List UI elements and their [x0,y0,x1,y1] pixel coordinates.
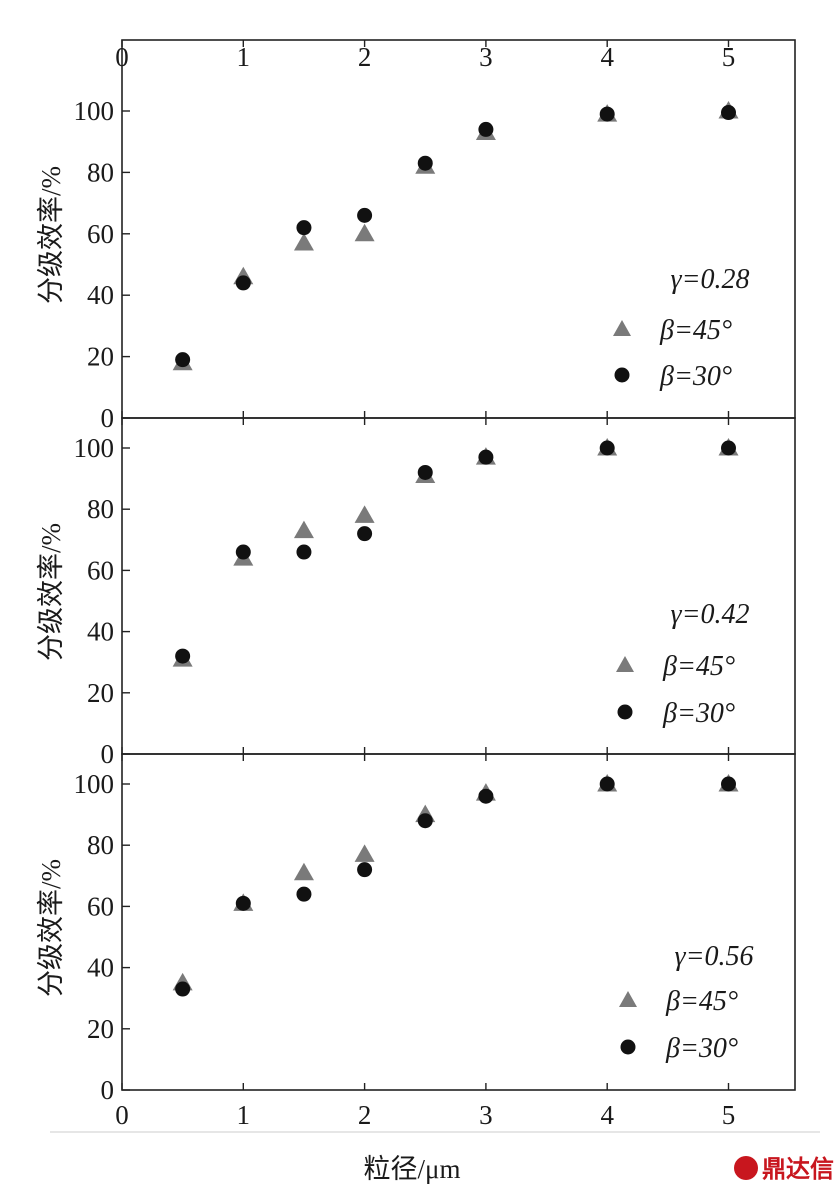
circle-point [235,544,251,560]
triangle-point [293,862,314,881]
circle-point [357,862,373,878]
x-tick-label-top: 1 [237,42,251,72]
legend-triangle-marker [619,991,637,1007]
circle-point [599,440,615,456]
circle-point [417,155,433,171]
x-tick-label-bottom: 5 [722,1100,736,1130]
y-tick-label: 40 [87,280,114,310]
x-tick-label-top: 2 [358,42,372,72]
x-axis-label: 粒径/μm [364,1154,461,1184]
y-tick-label: 20 [87,342,114,372]
y-tick-label: 0 [101,739,115,769]
y-tick-label: 60 [87,219,114,249]
data-marks [172,101,739,997]
circle-point [175,352,191,368]
triangle-point [354,844,375,862]
y-tick-label: 100 [74,433,115,463]
y-tick-label: 60 [87,555,114,585]
circle-point [175,981,191,997]
y-tick-label: 20 [87,678,114,708]
y-tick-label: 100 [74,769,115,799]
legend-circle-marker [620,1039,636,1055]
circle-point [296,544,312,560]
y-tick-label: 60 [87,891,114,921]
y-tick-label: 100 [74,96,115,126]
circle-point [296,886,312,902]
legends: γ=0.28 β=45° β=30° γ=0.42 β=45° β=30° γ=0.56 β=… [613,264,753,1064]
legend-gamma-label: γ=0.28 [671,264,750,295]
watermark-seal-icon [734,1156,758,1180]
circle-point [417,464,433,480]
circle-point [478,449,494,465]
legend-entry-label: β=45° [662,651,735,682]
x-tick-label-bottom: 1 [237,1100,251,1130]
circle-point [721,105,736,121]
circle-point [721,776,736,792]
x-tick-label-top: 0 [115,42,129,72]
x-tick-label-bottom: 0 [115,1100,129,1130]
y-tick-label: 80 [87,494,114,524]
axis-ticks: 020406080100分级效率/%020406080100分级效率/%0204… [36,40,735,1130]
y-axis-label: 分级效率/% [36,166,66,304]
legend-triangle-marker [613,320,631,336]
circle-point [296,220,312,236]
triangle-point [293,520,314,539]
x-tick-label-bottom: 3 [479,1100,493,1130]
watermark-logo: 鼎达信 [734,1155,834,1183]
circle-point [478,788,494,804]
y-tick-label: 0 [101,403,115,433]
circle-point [357,526,373,542]
y-tick-label: 40 [87,617,114,647]
panel-frames [50,39,820,1133]
y-tick-label: 40 [87,953,114,983]
x-tick-label-top: 4 [600,42,614,72]
legend-circle-marker [617,704,633,720]
legend-entry-label: β=30° [662,698,735,729]
circle-point [478,121,494,137]
y-tick-label: 0 [101,1075,115,1105]
triangle-point [293,233,314,251]
legend-gamma-label: γ=0.56 [675,941,754,972]
circle-point [721,440,736,456]
y-tick-label: 80 [87,157,114,187]
legend-circle-marker [614,367,630,383]
legend-entry-label: β=30° [665,1033,738,1064]
legend-triangle-marker [616,656,634,672]
circle-point [599,776,615,792]
circle-point [417,813,433,829]
y-axis-label: 分级效率/% [36,859,66,997]
circle-point [175,648,191,664]
triangle-point [354,223,375,242]
legend-gamma-label: γ=0.42 [671,599,750,630]
y-tick-label: 20 [87,1014,114,1044]
circle-point [357,207,373,223]
x-tick-label-top: 5 [722,42,736,72]
circle-point [235,895,251,911]
y-tick-label: 80 [87,830,114,860]
legend-entry-label: β=45° [659,315,732,346]
legend-entry-label: β=45° [665,986,738,1017]
circle-point [599,106,615,122]
y-axis-label: 分级效率/% [36,523,66,661]
legend-entry-label: β=30° [659,361,732,392]
x-tick-label-top: 3 [479,42,493,72]
x-tick-label-bottom: 2 [358,1100,372,1130]
triangle-point [354,505,375,523]
x-tick-label-bottom: 4 [600,1100,614,1130]
panel-frame-3 [121,753,796,1091]
circle-point [235,275,251,291]
watermark-text: 鼎达信 [762,1155,834,1183]
